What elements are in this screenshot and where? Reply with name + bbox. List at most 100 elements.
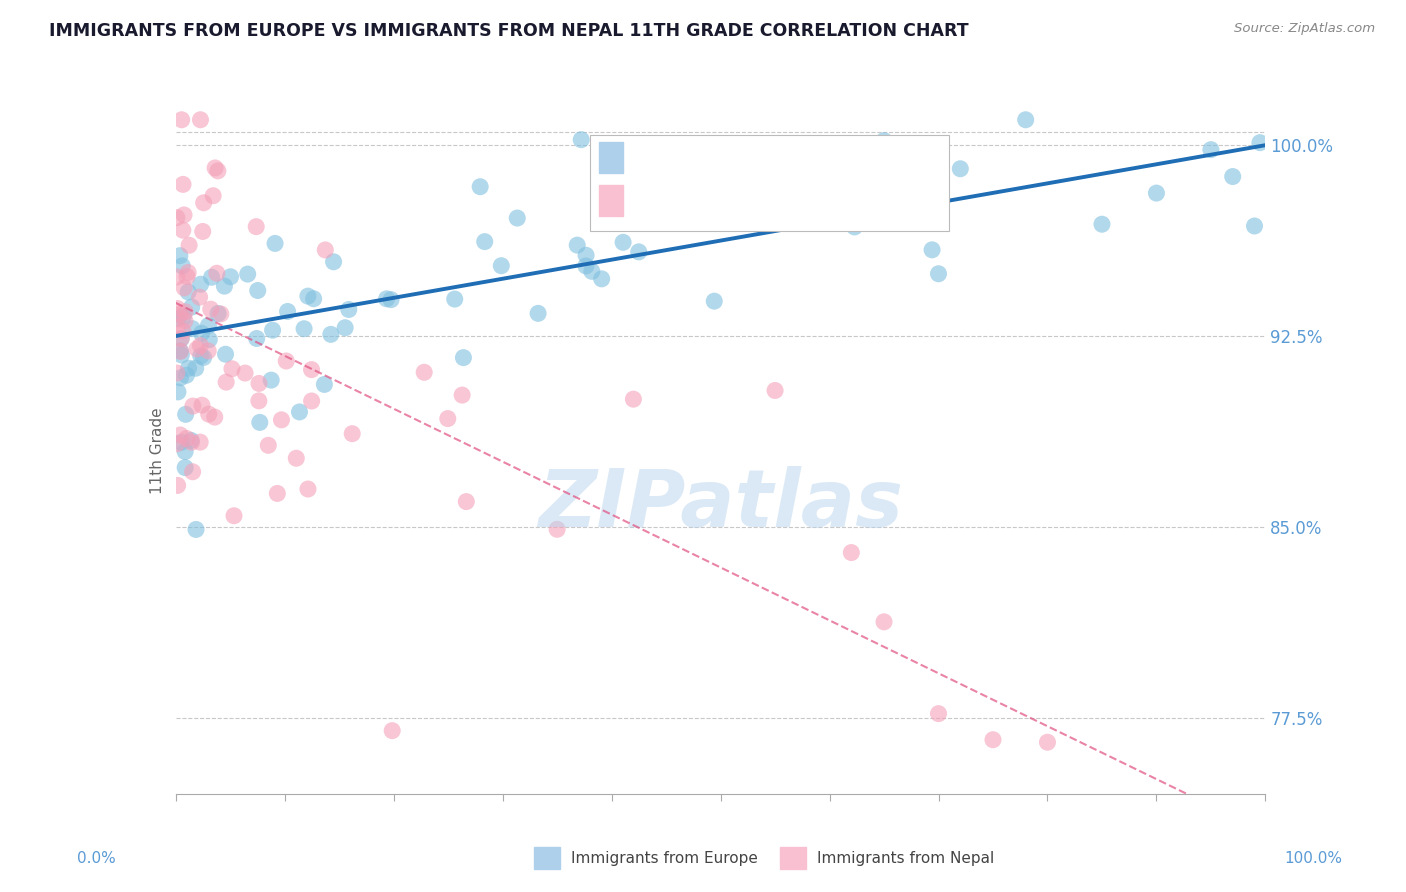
Point	[436, 411, 458, 425]
Text: 100.0%: 100.0%	[1285, 851, 1343, 865]
Point	[322, 254, 344, 268]
Point	[190, 326, 212, 341]
Point	[174, 305, 197, 319]
Point	[413, 365, 436, 379]
Point	[172, 223, 194, 237]
Point	[277, 304, 299, 318]
Point	[314, 243, 336, 257]
Point	[246, 331, 269, 345]
Point	[292, 322, 315, 336]
Point	[176, 368, 198, 383]
Point	[844, 219, 866, 234]
Point	[188, 435, 211, 450]
Point	[262, 323, 284, 337]
Point	[169, 249, 191, 263]
Point	[167, 384, 190, 399]
Point	[202, 188, 225, 202]
Point	[703, 294, 725, 309]
Point	[177, 266, 200, 280]
Point	[180, 300, 202, 314]
Point	[219, 269, 242, 284]
Point	[198, 333, 221, 347]
Point	[319, 327, 342, 342]
Point	[166, 301, 188, 316]
Point	[928, 706, 950, 721]
Point	[167, 311, 190, 326]
Point	[233, 366, 256, 380]
Text: N = 80: N = 80	[725, 149, 793, 167]
Point	[184, 361, 207, 376]
Point	[170, 332, 193, 346]
Y-axis label: 11th Grade: 11th Grade	[149, 407, 165, 494]
Point	[170, 348, 193, 362]
Point	[288, 405, 311, 419]
Point	[190, 338, 212, 352]
Point	[236, 267, 259, 281]
Point	[179, 238, 201, 252]
Point	[204, 161, 226, 175]
Point	[173, 208, 195, 222]
Point	[191, 398, 214, 412]
Point	[831, 174, 853, 188]
Point	[200, 302, 222, 317]
Point	[169, 371, 191, 385]
Point	[169, 428, 191, 442]
Point	[247, 376, 270, 391]
Point	[1091, 217, 1114, 231]
Point	[166, 319, 188, 334]
Point	[621, 392, 644, 406]
Point	[169, 343, 191, 358]
Point	[190, 349, 212, 363]
Text: IMMIGRANTS FROM EUROPE VS IMMIGRANTS FROM NEPAL 11TH GRADE CORRELATION CHART: IMMIGRANTS FROM EUROPE VS IMMIGRANTS FRO…	[49, 22, 969, 40]
Point	[166, 269, 188, 284]
Point	[245, 219, 267, 234]
Point	[1243, 219, 1265, 233]
Text: R =: R =	[628, 149, 669, 167]
Point	[297, 289, 319, 303]
Point	[190, 112, 212, 127]
Point	[173, 281, 195, 295]
Point	[222, 508, 245, 523]
Point	[204, 410, 226, 425]
Point	[169, 307, 191, 321]
Point	[873, 615, 896, 629]
Point	[873, 134, 896, 148]
Point	[1036, 735, 1059, 749]
Point	[166, 478, 188, 492]
Point	[612, 235, 634, 250]
Point	[841, 545, 863, 559]
Point	[375, 292, 398, 306]
Text: Immigrants from Nepal: Immigrants from Nepal	[817, 851, 994, 865]
Point	[177, 361, 200, 376]
Point	[172, 259, 194, 273]
Point	[342, 426, 364, 441]
Point	[172, 310, 194, 324]
Point	[260, 373, 283, 387]
Point	[209, 307, 232, 321]
Point	[180, 435, 202, 450]
Point	[302, 292, 325, 306]
Point	[1199, 143, 1222, 157]
Point	[314, 377, 336, 392]
Point	[581, 264, 603, 278]
Point	[763, 384, 786, 398]
Point	[333, 320, 356, 334]
Point	[928, 267, 950, 281]
Point	[180, 434, 202, 448]
Point	[506, 211, 529, 225]
Point	[443, 292, 465, 306]
Point	[201, 270, 224, 285]
Point	[207, 306, 229, 320]
Point	[575, 248, 598, 262]
Text: R =: R =	[628, 192, 669, 210]
Point	[221, 361, 243, 376]
Point	[172, 178, 194, 192]
Point	[186, 342, 208, 356]
Point	[197, 318, 219, 333]
Point	[591, 272, 613, 286]
Point	[176, 269, 198, 284]
Point	[174, 460, 197, 475]
Point	[474, 235, 496, 249]
Point	[575, 259, 598, 273]
Point	[1222, 169, 1244, 184]
